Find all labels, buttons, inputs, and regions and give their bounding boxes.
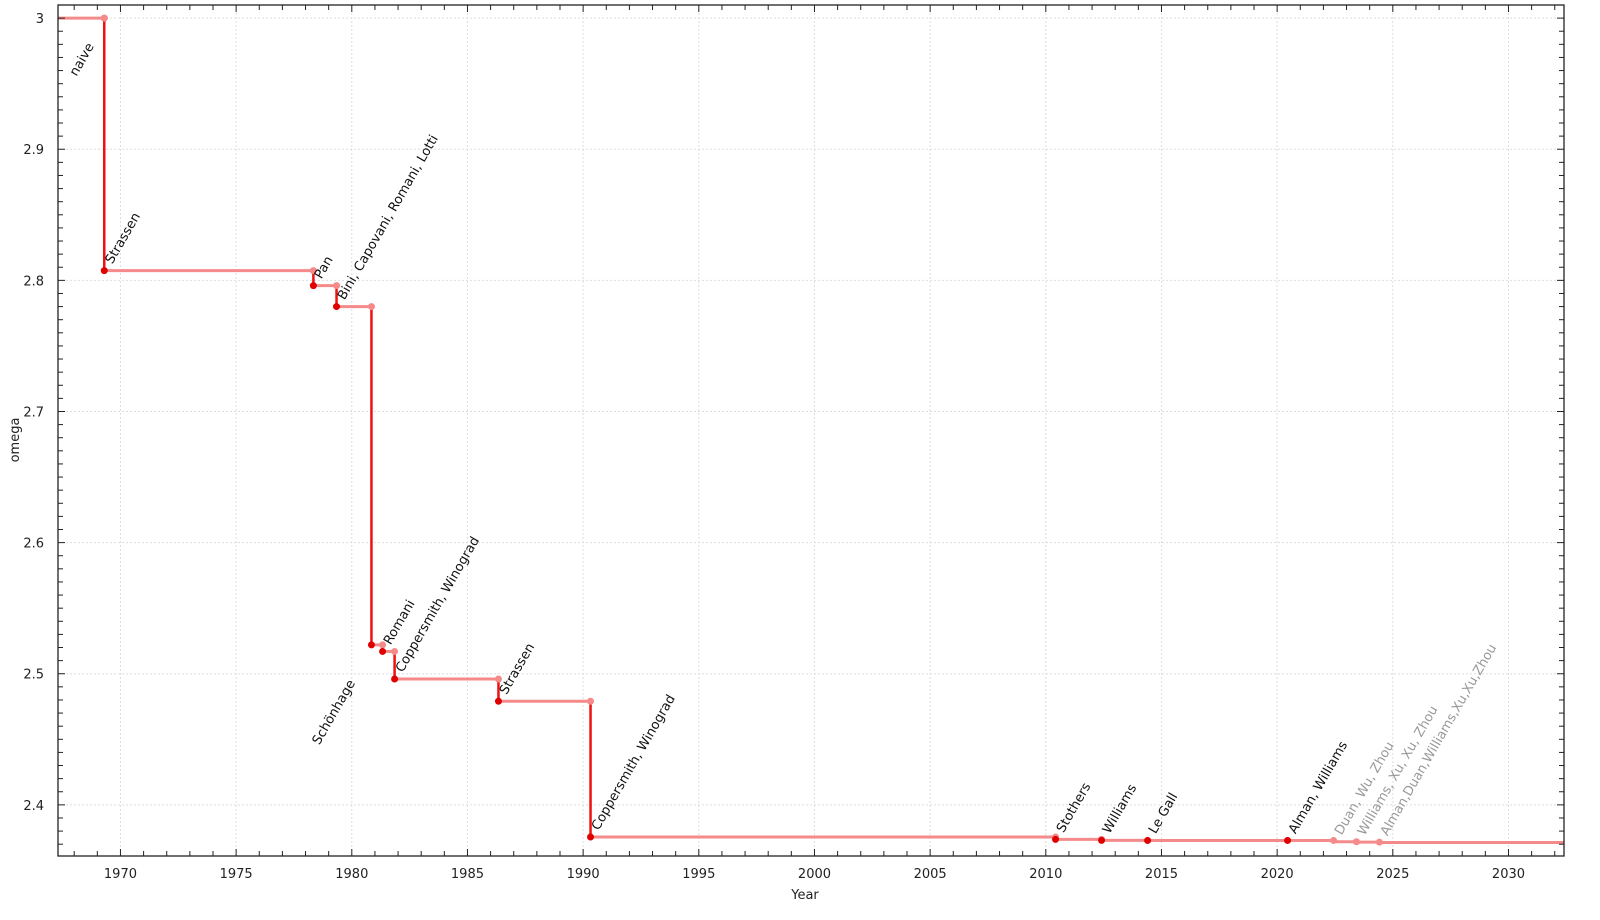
- record-label: Strassen: [497, 641, 538, 697]
- x-tick-label: 2030: [1492, 867, 1525, 882]
- record-label: Alman,Duan,Williams,Xu,Xu,Zhou: [1378, 642, 1500, 839]
- x-tick-label: 1995: [682, 867, 715, 882]
- x-tick-label: 1975: [220, 867, 253, 882]
- record-label: Coppersmith, Winograd: [589, 692, 679, 833]
- y-tick-label: 2.8: [23, 274, 44, 289]
- record-point: [1098, 836, 1106, 844]
- previous-level-point: [1352, 838, 1360, 846]
- record-label: Schönhage: [310, 677, 359, 747]
- previous-level-point: [309, 267, 317, 275]
- x-tick-label: 1980: [335, 867, 368, 882]
- record-point: [494, 697, 502, 705]
- y-tick-label: 2.9: [23, 143, 44, 158]
- y-tick-label: 2.6: [23, 537, 44, 552]
- x-tick-label: 1970: [104, 867, 137, 882]
- axis-ticks: 1970 1975 1980 1985 1990 1995 2000 2005 2010 2015…: [23, 5, 1564, 882]
- record-label: Stothers: [1054, 780, 1094, 835]
- previous-level-point: [587, 697, 595, 705]
- x-tick-label: 2010: [1029, 867, 1062, 882]
- record-point: [333, 303, 341, 311]
- x-tick-label: 2005: [914, 867, 947, 882]
- previous-level-point: [1375, 838, 1383, 846]
- y-axis-label: omega: [8, 418, 23, 463]
- series: [58, 16, 1564, 844]
- y-tick-label: 2.7: [23, 405, 44, 420]
- x-tick-label: 2020: [1261, 867, 1294, 882]
- record-point: [309, 282, 317, 290]
- previous-level-point: [379, 641, 387, 649]
- previous-level-point: [367, 303, 375, 311]
- record-point: [587, 833, 595, 841]
- previous-level-point: [100, 14, 108, 22]
- record-point: [100, 267, 108, 275]
- record-point: [379, 647, 387, 655]
- x-tick-label: 2015: [1145, 867, 1178, 882]
- y-tick-label: 3: [36, 12, 44, 27]
- x-axis-label: Year: [790, 888, 819, 903]
- record-point: [1144, 836, 1152, 844]
- record-point: [367, 641, 375, 649]
- y-tick-label: 2.5: [23, 668, 44, 683]
- record-point: [391, 675, 399, 683]
- previous-level-point: [391, 647, 399, 655]
- grid: [58, 5, 1564, 856]
- x-tick-label: 2000: [798, 867, 831, 882]
- x-tick-label: 1985: [451, 867, 484, 882]
- previous-level-point: [494, 675, 502, 683]
- record-point: [1052, 835, 1060, 843]
- record-label: Strassen: [103, 210, 144, 266]
- points: [100, 14, 1383, 846]
- record-label: Pan: [312, 254, 337, 282]
- x-tick-label: 2025: [1376, 867, 1409, 882]
- previous-level-point: [333, 282, 341, 290]
- x-tick-label: 1990: [567, 867, 600, 882]
- record-label: Bini, Capovani, Romani, Lotti: [335, 133, 442, 303]
- plot-frame: [57, 4, 1565, 857]
- y-tick-label: 2.4: [23, 799, 44, 814]
- record-label: Le Gall: [1146, 790, 1181, 836]
- record-label: Williams: [1100, 782, 1140, 837]
- record-label: naive: [67, 41, 98, 79]
- record-point: [1284, 836, 1292, 844]
- previous-level-point: [1330, 836, 1338, 844]
